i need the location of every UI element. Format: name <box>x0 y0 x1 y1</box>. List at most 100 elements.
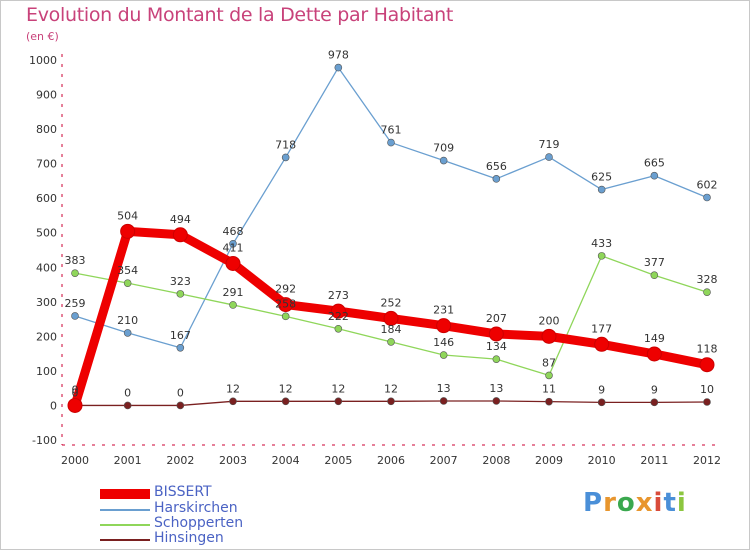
data-point-bissert <box>383 310 399 326</box>
y-tick-label: -100 <box>32 434 57 447</box>
data-point-bissert <box>594 336 610 352</box>
data-point-hinsingen <box>387 397 395 406</box>
data-point-bissert <box>330 303 346 319</box>
data-point-hinsingen <box>334 397 343 406</box>
data-label-bissert: 207 <box>486 312 507 325</box>
data-label-hinsingen: 0 <box>177 386 184 399</box>
data-point-harskirchen <box>229 239 237 248</box>
data-point-hinsingen <box>492 397 501 405</box>
data-point-hinsingen <box>123 401 132 410</box>
series-layer <box>67 63 715 413</box>
y-tick-label: 900 <box>36 89 57 102</box>
data-point-harskirchen <box>492 175 501 183</box>
data-label-harskirchen: 167 <box>170 329 191 342</box>
data-point-schopperten <box>123 279 132 287</box>
data-point-bissert <box>120 223 136 239</box>
legend-label-harskirchen: Harskirchen <box>154 500 238 516</box>
data-point-harskirchen <box>650 171 659 180</box>
data-label-schopperten: 383 <box>65 254 86 267</box>
legend-swatch-schopperten <box>100 524 150 526</box>
data-label-bissert: 411 <box>223 241 244 254</box>
data-label-hinsingen: 0 <box>124 386 131 399</box>
chart-title: Evolution du Montant de la Dette par Hab… <box>26 4 454 26</box>
data-point-harskirchen <box>387 138 395 147</box>
data-labels: 259 210 167 468 718 978 761 709 656 719 625 665 602 3… <box>65 49 718 400</box>
data-point-harskirchen <box>281 153 290 162</box>
data-point-hinsingen <box>439 397 448 405</box>
data-label-hinsingen: 12 <box>279 382 293 395</box>
y-tick-label: 300 <box>36 296 57 309</box>
data-point-hinsingen <box>229 397 237 406</box>
data-label-bissert: 177 <box>591 322 612 335</box>
data-point-harskirchen <box>176 343 185 352</box>
data-label-hinsingen: 13 <box>489 382 503 395</box>
x-tick-label: 2005 <box>324 454 352 467</box>
data-label-bissert: 0 <box>72 383 79 396</box>
data-point-bissert <box>646 346 662 362</box>
x-tick-label: 2002 <box>166 454 194 467</box>
data-point-hinsingen <box>703 398 711 406</box>
data-point-schopperten <box>229 301 237 309</box>
data-label-harskirchen: 210 <box>117 314 138 327</box>
x-tick-label: 2004 <box>272 454 300 467</box>
y-tick-label: 0 <box>50 399 57 412</box>
data-label-schopperten: 323 <box>170 275 191 288</box>
data-point-schopperten <box>334 324 343 333</box>
chart-subtitle: (en €) <box>26 30 59 43</box>
data-point-hinsingen <box>176 401 185 410</box>
legend-swatch-bissert <box>100 489 150 499</box>
data-point-schopperten <box>650 271 659 280</box>
logo-letter: P <box>583 488 604 518</box>
data-point-hinsingen <box>597 398 606 407</box>
data-label-bissert: 252 <box>381 296 402 309</box>
x-tick-label: 2003 <box>219 454 247 467</box>
data-point-bissert <box>172 227 188 243</box>
data-label-bissert: 504 <box>117 209 138 222</box>
data-point-harskirchen <box>334 63 343 72</box>
x-tick-label: 2006 <box>377 454 405 467</box>
data-label-schopperten: 328 <box>697 273 718 286</box>
data-label-schopperten: 433 <box>591 237 612 250</box>
data-label-schopperten: 134 <box>486 340 507 353</box>
logo-letter: o <box>616 488 636 518</box>
tick-labels: -100010020030040050060070080090010002000… <box>29 54 721 467</box>
x-tick-label: 2009 <box>535 454 563 467</box>
y-tick-label: 600 <box>36 192 57 205</box>
data-point-bissert <box>278 297 294 313</box>
data-label-schopperten: 258 <box>275 297 296 310</box>
data-point-bissert <box>541 328 557 344</box>
data-label-hinsingen: 9 <box>651 383 658 396</box>
data-label-schopperten: 291 <box>223 286 244 299</box>
logo-letter: i <box>676 488 687 518</box>
data-point-harskirchen <box>71 312 79 320</box>
data-label-harskirchen: 625 <box>591 171 612 184</box>
data-label-schopperten: 184 <box>381 323 402 336</box>
x-tick-label: 2007 <box>430 454 458 467</box>
data-label-schopperten: 222 <box>328 310 349 323</box>
data-label-harskirchen: 978 <box>328 49 349 62</box>
logo-letter: i <box>653 488 664 518</box>
data-label-schopperten: 146 <box>433 336 454 349</box>
logo-letter: x <box>635 488 654 518</box>
data-label-schopperten: 377 <box>644 256 665 269</box>
data-point-schopperten <box>545 371 553 380</box>
data-point-harskirchen <box>597 185 606 194</box>
legend-label-bissert: BISSERT <box>154 484 212 500</box>
data-label-harskirchen: 665 <box>644 157 665 170</box>
x-tick-label: 2008 <box>482 454 510 467</box>
y-tick-label: 800 <box>36 123 57 136</box>
data-label-bissert: 292 <box>275 283 296 296</box>
data-label-hinsingen: 11 <box>542 383 556 396</box>
data-label-harskirchen: 259 <box>65 297 86 310</box>
data-point-schopperten <box>176 290 185 298</box>
x-tick-label: 2001 <box>114 454 142 467</box>
x-tick-label: 2011 <box>640 454 668 467</box>
data-point-schopperten <box>387 338 395 346</box>
proxiti-logo: Proxiti <box>583 488 687 518</box>
data-point-schopperten <box>71 269 79 277</box>
y-tick-label: 700 <box>36 158 57 171</box>
y-tick-label: 400 <box>36 261 57 274</box>
y-tick-label: 1000 <box>29 54 57 67</box>
x-tick-label: 2010 <box>588 454 616 467</box>
